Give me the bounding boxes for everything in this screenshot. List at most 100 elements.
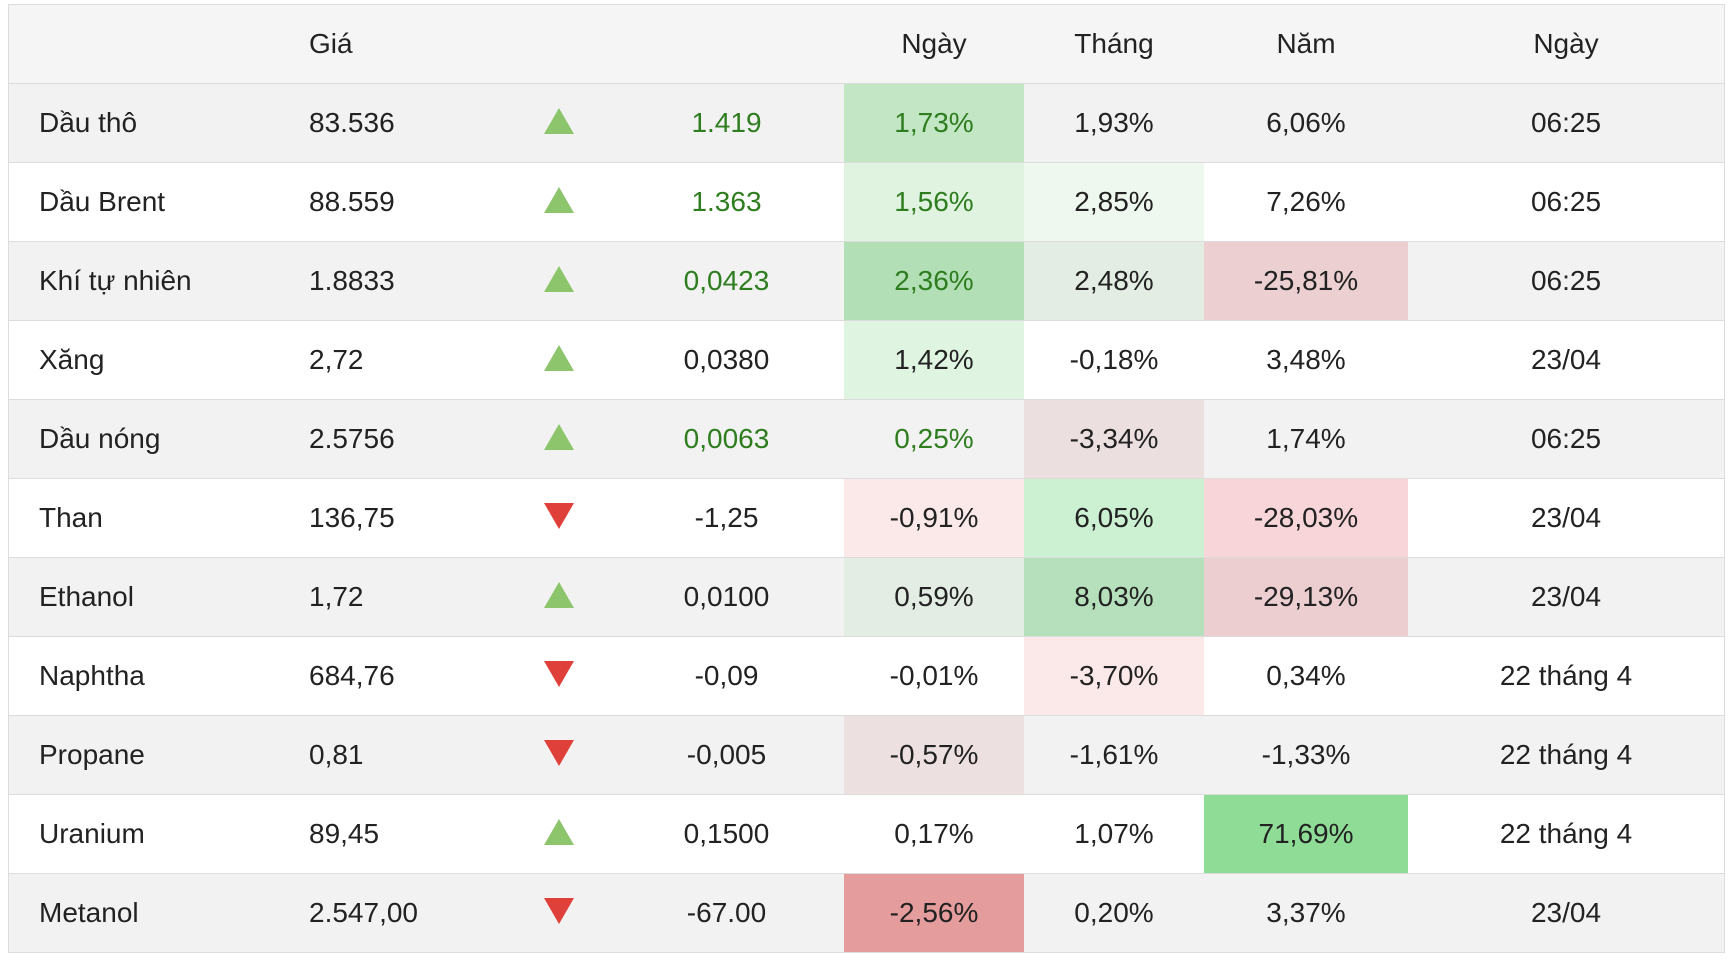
year-percent: 0,34% xyxy=(1204,636,1408,716)
day-percent: 1,73% xyxy=(844,83,1024,163)
commodity-name-link[interactable]: Than xyxy=(9,478,299,558)
direction-cell xyxy=(509,241,609,321)
date-value: 06:25 xyxy=(1408,399,1724,479)
direction-cell xyxy=(509,478,609,558)
price-value: 83.536 xyxy=(299,83,509,163)
commodity-name-link[interactable]: Khí tự nhiên xyxy=(9,241,299,321)
table-row[interactable]: Naphtha 684,76 -0,09 -0,01% -3,70% 0,34% 22 th… xyxy=(9,636,1724,716)
commodity-name-link[interactable]: Uranium xyxy=(9,794,299,874)
commodity-name-link[interactable]: Ethanol xyxy=(9,557,299,637)
day-percent: -2,56% xyxy=(844,873,1024,953)
change-value: -0,005 xyxy=(609,715,844,795)
header-month[interactable]: Tháng xyxy=(1024,5,1204,84)
header-price[interactable]: Giá xyxy=(299,5,509,84)
direction-cell xyxy=(509,83,609,163)
date-value: 22 tháng 4 xyxy=(1408,636,1724,716)
date-value: 06:25 xyxy=(1408,241,1724,321)
day-percent: -0,57% xyxy=(844,715,1024,795)
direction-cell xyxy=(509,794,609,874)
header-date[interactable]: Ngày xyxy=(1408,5,1724,84)
header-change xyxy=(609,5,844,84)
change-value: 0,0423 xyxy=(609,241,844,321)
month-percent: 1,07% xyxy=(1024,794,1204,874)
triangle-down-icon xyxy=(544,502,574,529)
commodity-name-link[interactable]: Metanol xyxy=(9,873,299,953)
table-row[interactable]: Than 136,75 -1,25 -0,91% 6,05% -28,03% 23/04 xyxy=(9,478,1724,558)
direction-cell xyxy=(509,399,609,479)
year-percent: -1,33% xyxy=(1204,715,1408,795)
year-percent: -25,81% xyxy=(1204,241,1408,321)
table-row[interactable]: Dầu nóng 2.5756 0,0063 0,25% -3,34% 1,74% 06:2… xyxy=(9,399,1724,479)
day-percent: -0,01% xyxy=(844,636,1024,716)
triangle-up-icon xyxy=(544,344,574,371)
year-percent: 3,37% xyxy=(1204,873,1408,953)
date-value: 06:25 xyxy=(1408,83,1724,163)
table-row[interactable]: Ethanol 1,72 0,0100 0,59% 8,03% -29,13% 23/04 xyxy=(9,557,1724,637)
commodity-name-link[interactable]: Naphtha xyxy=(9,636,299,716)
commodity-name-link[interactable]: Dầu thô xyxy=(9,83,299,163)
table-row[interactable]: Uranium 89,45 0,1500 0,17% 1,07% 71,69% 22 thá… xyxy=(9,794,1724,874)
day-percent: 1,42% xyxy=(844,320,1024,400)
change-value: -67.00 xyxy=(609,873,844,953)
direction-cell xyxy=(509,636,609,716)
table-row[interactable]: Khí tự nhiên 1.8833 0,0423 2,36% 2,48% -25,81… xyxy=(9,241,1724,321)
triangle-up-icon xyxy=(544,818,574,845)
year-percent: 6,06% xyxy=(1204,83,1408,163)
date-value: 23/04 xyxy=(1408,478,1724,558)
month-percent: -1,61% xyxy=(1024,715,1204,795)
direction-cell xyxy=(509,715,609,795)
price-value: 88.559 xyxy=(299,162,509,242)
day-percent: 0,17% xyxy=(844,794,1024,874)
price-value: 1,72 xyxy=(299,557,509,637)
price-value: 2.547,00 xyxy=(299,873,509,953)
change-value: 1.419 xyxy=(609,83,844,163)
triangle-up-icon xyxy=(544,581,574,608)
month-percent: -0,18% xyxy=(1024,320,1204,400)
change-value: 0,0380 xyxy=(609,320,844,400)
commodity-name-link[interactable]: Dầu Brent xyxy=(9,162,299,242)
month-percent: 1,93% xyxy=(1024,83,1204,163)
month-percent: 2,48% xyxy=(1024,241,1204,321)
price-value: 1.8833 xyxy=(299,241,509,321)
header-day[interactable]: Ngày xyxy=(844,5,1024,84)
table-row[interactable]: Dầu thô 83.536 1.419 1,73% 1,93% 6,06% 06:25 xyxy=(9,83,1724,163)
triangle-up-icon xyxy=(544,423,574,450)
triangle-up-icon xyxy=(544,186,574,213)
header-year[interactable]: Năm xyxy=(1204,5,1408,84)
header-arrow xyxy=(509,5,609,84)
triangle-down-icon xyxy=(544,739,574,766)
table-row[interactable]: Metanol 2.547,00 -67.00 -2,56% 0,20% 3,37% 23/… xyxy=(9,873,1724,953)
header-name xyxy=(9,5,299,84)
direction-cell xyxy=(509,873,609,953)
price-value: 684,76 xyxy=(299,636,509,716)
month-percent: 0,20% xyxy=(1024,873,1204,953)
year-percent: 71,69% xyxy=(1204,794,1408,874)
price-value: 89,45 xyxy=(299,794,509,874)
month-percent: -3,70% xyxy=(1024,636,1204,716)
month-percent: -3,34% xyxy=(1024,399,1204,479)
change-value: -0,09 xyxy=(609,636,844,716)
year-percent: 1,74% xyxy=(1204,399,1408,479)
year-percent: 3,48% xyxy=(1204,320,1408,400)
table-row[interactable]: Dầu Brent 88.559 1.363 1,56% 2,85% 7,26% 06:25 xyxy=(9,162,1724,242)
month-percent: 8,03% xyxy=(1024,557,1204,637)
year-percent: 7,26% xyxy=(1204,162,1408,242)
triangle-up-icon xyxy=(544,265,574,292)
month-percent: 6,05% xyxy=(1024,478,1204,558)
price-value: 0,81 xyxy=(299,715,509,795)
direction-cell xyxy=(509,162,609,242)
commodity-name-link[interactable]: Xăng xyxy=(9,320,299,400)
date-value: 23/04 xyxy=(1408,873,1724,953)
price-value: 136,75 xyxy=(299,478,509,558)
commodity-name-link[interactable]: Propane xyxy=(9,715,299,795)
table-row[interactable]: Xăng 2,72 0,0380 1,42% -0,18% 3,48% 23/04 xyxy=(9,320,1724,400)
triangle-up-icon xyxy=(544,107,574,134)
date-value: 22 tháng 4 xyxy=(1408,715,1724,795)
table-row[interactable]: Propane 0,81 -0,005 -0,57% -1,61% -1,33% 22 th… xyxy=(9,715,1724,795)
direction-cell xyxy=(509,557,609,637)
commodity-name-link[interactable]: Dầu nóng xyxy=(9,399,299,479)
date-value: 23/04 xyxy=(1408,320,1724,400)
day-percent: 0,59% xyxy=(844,557,1024,637)
direction-cell xyxy=(509,320,609,400)
commodities-table: Giá Ngày Tháng Năm Ngày Dầu thô 83.536 1.4… xyxy=(9,5,1724,953)
